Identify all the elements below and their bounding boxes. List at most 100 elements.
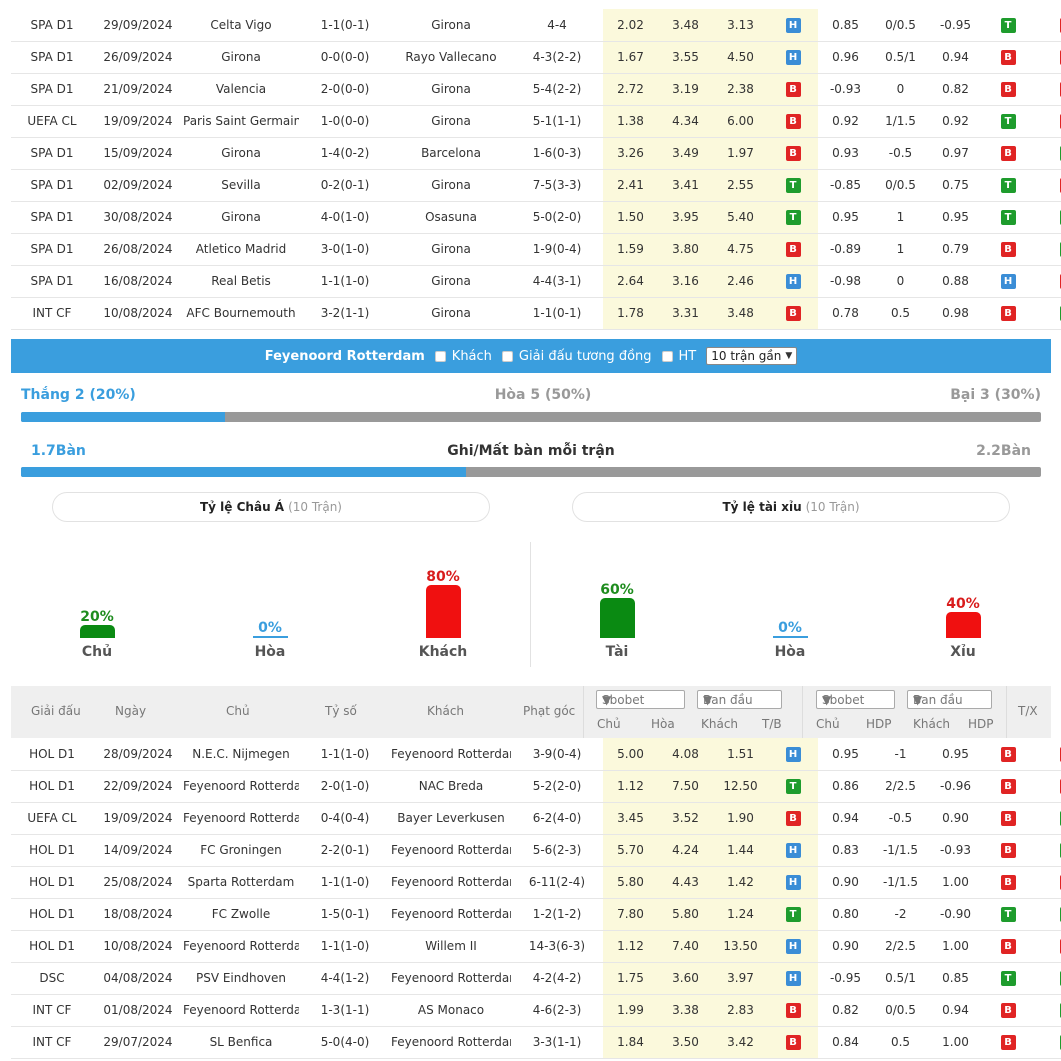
away-team-cell: Rayo Vallecano	[391, 41, 511, 74]
away-team-cell: Willem II	[391, 930, 511, 963]
odds-away-cell: 1.51	[713, 738, 768, 771]
header-separator	[1006, 686, 1007, 738]
ou-draw-bar	[772, 636, 808, 638]
over-under-title: Tỷ lệ tài xỉu	[722, 500, 802, 514]
tb-badge-cell: B	[768, 137, 818, 170]
same-league-checkbox[interactable]	[501, 350, 513, 362]
odds-draw-cell: 3.60	[658, 962, 713, 995]
league-cell: SPA D1	[11, 201, 93, 234]
ou-result-badge: T	[1059, 907, 1061, 922]
score-cell: 4-0(1-0)	[299, 201, 391, 234]
table-row: HOL D1 25/08/2024 Sparta Rotterdam 1-1(1-0)…	[11, 866, 1061, 899]
header-separator	[802, 686, 803, 738]
hdp-result-badge-cell: B	[983, 802, 1033, 835]
away-team-cell: Bayer Leverkusen	[391, 802, 511, 835]
bookmaker1-value: Sbobet	[602, 692, 645, 707]
asian-away-bar	[425, 585, 461, 638]
over-under-sub: (10 Trận)	[805, 500, 860, 514]
home-team-cell: AFC Bournemouth	[183, 297, 299, 330]
col-hdp2: HDP	[968, 717, 994, 731]
hdp-result-badge-cell: T	[983, 169, 1033, 202]
hdp-away-cell: 0.95	[928, 738, 983, 771]
away-team-cell: Girona	[391, 265, 511, 298]
score-cell: 1-1(1-0)	[299, 930, 391, 963]
hdp-result-badge-cell: B	[983, 73, 1033, 106]
home-team-cell: Girona	[183, 41, 299, 74]
under-pct: 40%	[946, 596, 980, 612]
league-cell: HOL D1	[11, 834, 93, 867]
hdp-cell: 1/1.5	[873, 105, 928, 138]
home-team-cell: Sevilla	[183, 169, 299, 202]
tb-badge-cell: T	[768, 201, 818, 234]
asian-odds-sub: (10 Trận)	[288, 500, 342, 514]
corner-cell: 14-3(6-3)	[511, 930, 603, 963]
hdp-result-badge: B	[1000, 939, 1016, 954]
hdp-cell: 0.5/1	[873, 962, 928, 995]
odds-away-cell: 3.13	[713, 9, 768, 42]
league-cell: HOL D1	[11, 738, 93, 771]
win-summary: Thắng 2 (20%)	[21, 387, 136, 403]
odds-away-cell: 3.48	[713, 297, 768, 330]
hdp-home-cell: -0.89	[818, 233, 873, 266]
score-cell: 3-2(1-1)	[299, 297, 391, 330]
ou-result-badge: X	[1059, 114, 1061, 129]
type1-select[interactable]: Ban đầu ▼	[697, 690, 782, 709]
hdp-away-cell: 0.92	[928, 105, 983, 138]
hdp-result-badge: B	[1000, 875, 1016, 890]
odds-home-cell: 3.26	[603, 137, 658, 170]
odds-draw-cell: 4.43	[658, 866, 713, 899]
hdp-home-cell: 0.86	[818, 770, 873, 803]
home-team-cell: Atletico Madrid	[183, 233, 299, 266]
away-checkbox[interactable]	[434, 350, 446, 362]
bookmaker2-select[interactable]: Sbobet ▼	[816, 690, 895, 709]
hdp-away-cell: 0.98	[928, 297, 983, 330]
odds-away-cell: 2.38	[713, 73, 768, 106]
corner-cell: 3-9(0-4)	[511, 738, 603, 771]
hdp-result-badge-cell: B	[983, 137, 1033, 170]
ht-checkbox[interactable]	[661, 350, 673, 362]
ou-result-badge-cell: X	[1033, 73, 1061, 106]
hdp-away-cell: 0.82	[928, 73, 983, 106]
draw-summary: Hòa 5 (50%)	[494, 387, 592, 403]
odds-away-cell: 1.24	[713, 898, 768, 931]
odds-away-cell: 6.00	[713, 105, 768, 138]
tb-badge: H	[785, 17, 801, 33]
asian-draw-bar	[252, 636, 288, 638]
ou-result-badge-cell: T	[1033, 898, 1061, 931]
hdp-result-badge-cell: T	[983, 9, 1033, 42]
type2-select[interactable]: Ban đầu ▼	[907, 690, 992, 709]
hdp-away-cell: 1.00	[928, 1026, 983, 1059]
home-team-cell: SL Benfica	[183, 1026, 299, 1059]
odds-away-cell: 4.75	[713, 233, 768, 266]
tb-badge-cell: B	[768, 233, 818, 266]
ou-result-badge-cell: T	[1033, 297, 1061, 330]
odds-away-cell: 3.42	[713, 1026, 768, 1059]
bookmaker1-select[interactable]: Sbobet ▼	[596, 690, 685, 709]
away-filter[interactable]: Khách	[434, 349, 492, 364]
hdp-cell: 0/0.5	[873, 169, 928, 202]
tb-badge-cell: T	[768, 770, 818, 803]
ou-result-badge-cell: T	[1033, 233, 1061, 266]
odds-home-cell: 2.41	[603, 169, 658, 202]
odds-home-cell: 2.72	[603, 73, 658, 106]
chevron-down-icon: ▼	[822, 692, 832, 707]
corner-cell: 1-2(1-2)	[511, 898, 603, 931]
ht-filter[interactable]: HT	[661, 349, 696, 364]
col-odds-draw: Hòa	[651, 717, 675, 731]
ou-result-badge: X	[1059, 82, 1061, 97]
odds-draw-cell: 3.80	[658, 233, 713, 266]
odds-home-cell: 2.64	[603, 265, 658, 298]
hdp-result-badge-cell: B	[983, 738, 1033, 771]
same-league-filter[interactable]: Giải đấu tương đồng	[501, 349, 652, 364]
date-cell: 22/09/2024	[93, 770, 183, 803]
hdp-result-badge-cell: B	[983, 1026, 1033, 1059]
match-count-select[interactable]: 10 trận gần ▼	[706, 347, 798, 365]
odds-draw-cell: 3.49	[658, 137, 713, 170]
asian-home-label: Chủ	[81, 644, 113, 660]
ou-result-badge-cell: X	[1033, 105, 1061, 138]
odds-home-cell: 5.80	[603, 866, 658, 899]
away-team-cell: Feyenoord Rotterdam	[391, 962, 511, 995]
date-cell: 19/09/2024	[93, 802, 183, 835]
